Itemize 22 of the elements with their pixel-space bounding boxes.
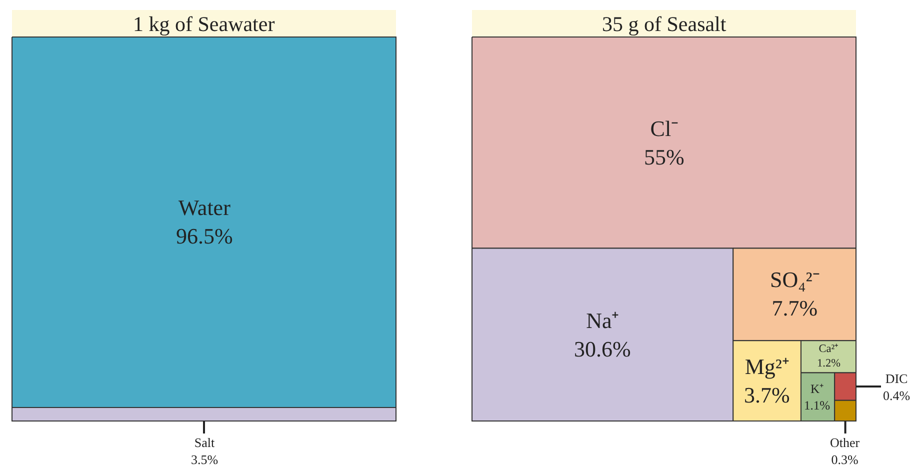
text: 35 g of Seasalt xyxy=(602,12,726,36)
category-label: DIC xyxy=(885,371,908,386)
category-label: SO₄²⁻ xyxy=(770,267,820,292)
category-label: Other xyxy=(830,435,860,450)
data-label: 1.1% xyxy=(804,398,831,412)
data-label: 1.2% xyxy=(817,358,840,370)
data-label: 55% xyxy=(644,144,684,170)
category-label: Salt xyxy=(194,435,216,450)
data-label: 96.5% xyxy=(176,224,233,249)
category-label: Na⁺ xyxy=(586,308,619,333)
category-label: Ca²⁺ xyxy=(818,343,839,355)
data-label: 0.3% xyxy=(831,452,859,467)
data-label: 0.4% xyxy=(883,388,910,403)
data-label: 3.7% xyxy=(744,382,790,408)
text: 1 kg of Seawater xyxy=(133,12,275,36)
data-label: 30.6% xyxy=(574,336,631,362)
category-label: Mg²⁺ xyxy=(744,354,789,379)
category-label: K⁺ xyxy=(810,382,824,396)
category-label: Water xyxy=(178,195,232,220)
category-label: Cl⁻ xyxy=(650,116,678,141)
data-label: 7.7% xyxy=(772,296,818,321)
data-label: 3.5% xyxy=(191,452,218,467)
